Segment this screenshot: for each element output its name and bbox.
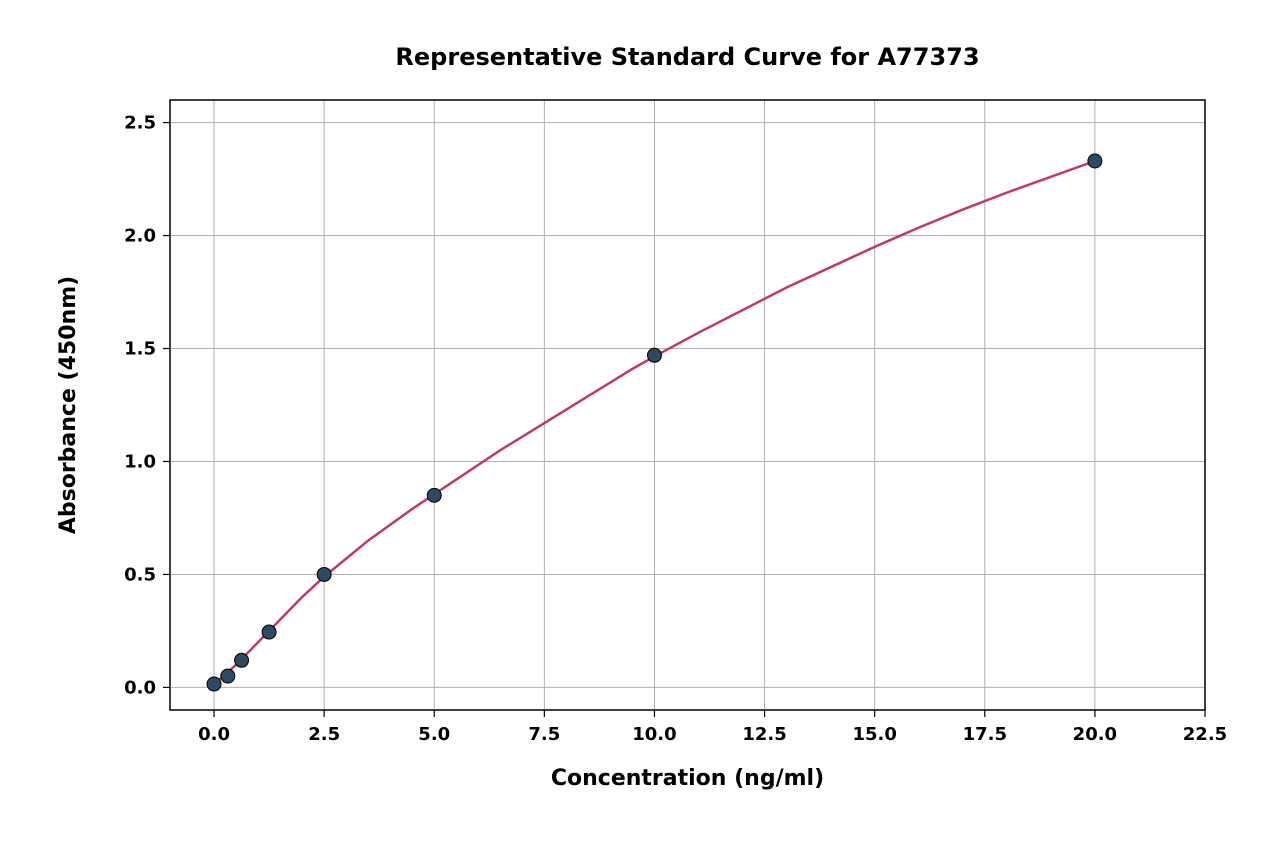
data-point <box>221 669 235 683</box>
x-tick-label: 0.0 <box>198 724 230 745</box>
x-axis-label: Concentration (ng/ml) <box>551 766 824 791</box>
x-tick-label: 2.5 <box>308 724 340 745</box>
x-tick-label: 5.0 <box>418 724 450 745</box>
data-point <box>207 677 221 691</box>
y-tick-label: 1.5 <box>124 339 156 360</box>
x-tick-label: 12.5 <box>742 724 786 745</box>
x-tick-label: 7.5 <box>528 724 560 745</box>
data-point <box>427 488 441 502</box>
data-point <box>235 653 249 667</box>
chart-container: 0.0 2.5 5.0 7.5 10.0 12.5 15.0 17.5 20.0 22.5 0.0 0… <box>0 0 1280 845</box>
y-tick-label: 2.0 <box>124 226 156 247</box>
y-tick-label: 0.5 <box>124 564 156 585</box>
chart-svg: 0.0 2.5 5.0 7.5 10.0 12.5 15.0 17.5 20.0 22.5 0.0 0… <box>0 0 1280 845</box>
data-point <box>647 348 661 362</box>
x-tick-label: 15.0 <box>852 724 896 745</box>
y-tick-label: 0.0 <box>124 677 156 698</box>
plot-area <box>170 100 1205 710</box>
y-tick-label: 1.0 <box>124 451 156 472</box>
x-tick-label: 22.5 <box>1183 724 1227 745</box>
y-axis-label: Absorbance (450nm) <box>56 276 81 534</box>
x-tick-label: 10.0 <box>632 724 676 745</box>
data-point <box>317 567 331 581</box>
x-tick-label: 17.5 <box>963 724 1007 745</box>
data-point <box>262 625 276 639</box>
data-point <box>1088 154 1102 168</box>
chart-title: Representative Standard Curve for A77373 <box>395 43 979 71</box>
y-tick-label: 2.5 <box>124 113 156 134</box>
x-tick-label: 20.0 <box>1073 724 1117 745</box>
